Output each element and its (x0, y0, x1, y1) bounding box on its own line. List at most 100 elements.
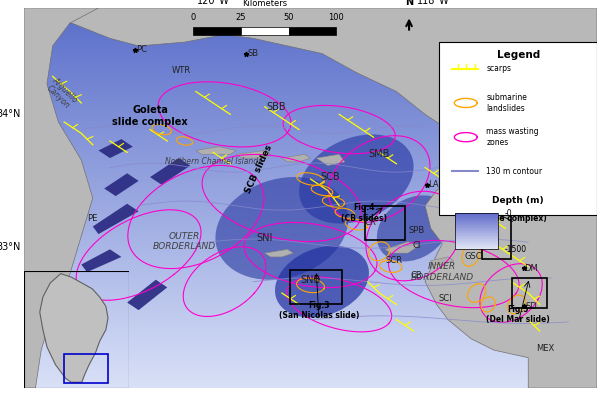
Text: -1500: -1500 (504, 245, 526, 254)
Text: 25: 25 (236, 13, 246, 22)
Bar (455, 220, 499, 221)
Text: 0: 0 (190, 13, 196, 22)
Text: Fig.3
(San Nicolas slide): Fig.3 (San Nicolas slide) (279, 301, 359, 320)
Polygon shape (40, 274, 108, 382)
Polygon shape (265, 249, 293, 257)
Text: SMB: SMB (368, 149, 390, 159)
Polygon shape (127, 280, 167, 310)
Polygon shape (236, 150, 271, 158)
Bar (455, 237, 499, 238)
Bar (455, 219, 499, 220)
Text: PC: PC (136, 45, 147, 54)
Bar (455, 242, 499, 243)
Polygon shape (24, 8, 597, 388)
Polygon shape (316, 154, 345, 166)
Bar (455, 229, 499, 230)
Polygon shape (282, 154, 311, 162)
Bar (455, 219, 499, 221)
Bar (455, 233, 499, 234)
Bar (455, 237, 499, 238)
Text: N: N (405, 0, 413, 7)
Bar (455, 216, 499, 217)
Text: CB: CB (410, 271, 422, 280)
Text: Arguello
Canyon: Arguello Canyon (43, 75, 79, 112)
Text: submarine
landslides: submarine landslides (487, 93, 527, 112)
Text: PE: PE (88, 214, 98, 223)
Text: SCR: SCR (385, 256, 402, 265)
Polygon shape (150, 158, 190, 185)
Text: DM: DM (524, 264, 538, 273)
Bar (455, 227, 499, 228)
Text: -0: -0 (504, 209, 512, 218)
Text: SPB: SPB (409, 226, 425, 235)
Bar (512, 278, 547, 308)
Bar (455, 213, 499, 249)
Bar (455, 248, 499, 249)
Bar (455, 240, 499, 241)
Bar (455, 230, 499, 231)
Polygon shape (93, 204, 139, 234)
Text: MEX: MEX (536, 344, 554, 353)
Text: WTR: WTR (172, 66, 191, 75)
Text: SNB: SNB (301, 275, 320, 285)
Polygon shape (431, 257, 454, 265)
Text: 34°N: 34°N (0, 109, 21, 119)
Text: Northern Channel Islands: Northern Channel Islands (164, 157, 262, 166)
Text: Fig.5
(Del Mar slide): Fig.5 (Del Mar slide) (486, 305, 550, 324)
Bar (482, 213, 511, 259)
Bar (455, 243, 499, 244)
Text: 50: 50 (283, 13, 294, 22)
Bar (455, 221, 499, 222)
Text: SCI: SCI (439, 294, 452, 303)
Bar (455, 225, 499, 226)
Bar (455, 231, 499, 232)
Bar (455, 215, 499, 216)
Text: Fig.6 (San Gabriel
slide complex): Fig.6 (San Gabriel slide complex) (476, 203, 554, 223)
Text: 118°W: 118°W (418, 0, 450, 6)
Text: SCB slides: SCB slides (244, 144, 274, 195)
Bar (455, 214, 499, 215)
Text: Goleta
slide complex: Goleta slide complex (112, 105, 188, 127)
Text: 100: 100 (328, 13, 344, 22)
Bar (289, 27, 336, 34)
Bar (365, 206, 405, 240)
Text: SB: SB (248, 49, 259, 58)
Polygon shape (385, 242, 419, 253)
Bar (455, 234, 499, 236)
Bar (455, 247, 499, 248)
Text: Palos Verdes
debris avalanche: Palos Verdes debris avalanche (445, 165, 526, 185)
Bar (455, 240, 499, 242)
Bar (455, 232, 499, 233)
Bar (455, 213, 499, 214)
Text: CI: CI (412, 241, 421, 250)
Polygon shape (24, 8, 98, 388)
Bar (455, 248, 499, 249)
FancyBboxPatch shape (439, 42, 597, 215)
Bar (455, 241, 499, 242)
Bar (455, 245, 499, 246)
Text: SD: SD (525, 302, 537, 311)
Bar (455, 228, 499, 229)
Bar (455, 218, 499, 219)
Bar (455, 235, 499, 236)
Ellipse shape (377, 195, 451, 261)
Bar (193, 27, 241, 34)
Bar (455, 221, 499, 223)
Ellipse shape (299, 134, 413, 224)
Text: 120°W: 120°W (197, 0, 230, 6)
Ellipse shape (275, 246, 369, 318)
Text: mass wasting
zones: mass wasting zones (487, 128, 539, 147)
Polygon shape (82, 249, 121, 272)
Text: OUTER
BORDERLAND: OUTER BORDERLAND (153, 232, 216, 251)
Bar (455, 234, 499, 235)
Bar (455, 229, 499, 230)
Bar (455, 223, 499, 224)
Text: Depth (m): Depth (m) (493, 196, 544, 205)
Bar (64, 354, 108, 383)
Text: scarps: scarps (487, 64, 511, 73)
Bar (290, 270, 342, 305)
Text: Kilometers: Kilometers (242, 0, 287, 8)
Text: Legend: Legend (497, 50, 540, 60)
Ellipse shape (215, 177, 348, 280)
Text: LA: LA (428, 180, 439, 189)
